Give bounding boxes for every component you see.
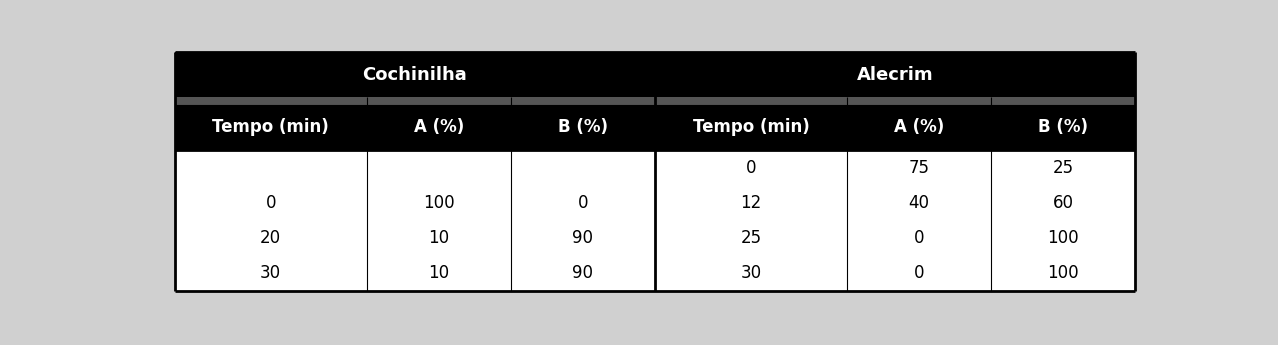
Bar [175, 97, 1135, 105]
Text: 25: 25 [740, 229, 762, 247]
Bar [656, 52, 1135, 97]
Bar [175, 52, 656, 97]
Text: Alecrim: Alecrim [856, 66, 933, 84]
Text: 25: 25 [1053, 159, 1074, 177]
Text: A (%): A (%) [895, 118, 944, 136]
Text: 30: 30 [261, 265, 281, 283]
Text: B (%): B (%) [1038, 118, 1089, 136]
Bar [175, 150, 1135, 291]
Text: 0: 0 [266, 194, 276, 212]
Bar [847, 105, 992, 150]
Text: 90: 90 [573, 265, 593, 283]
Text: 90: 90 [573, 229, 593, 247]
Text: Tempo (min): Tempo (min) [212, 118, 328, 136]
Bar [511, 105, 656, 150]
Text: 0: 0 [746, 159, 757, 177]
Bar [656, 105, 847, 150]
Text: Cochinilha: Cochinilha [363, 66, 468, 84]
Text: 0: 0 [578, 194, 588, 212]
Text: B (%): B (%) [558, 118, 608, 136]
Text: 10: 10 [428, 229, 450, 247]
Text: 12: 12 [740, 194, 762, 212]
Text: 10: 10 [428, 265, 450, 283]
Text: 100: 100 [1048, 229, 1079, 247]
Text: 0: 0 [914, 265, 924, 283]
Text: 20: 20 [261, 229, 281, 247]
Text: 60: 60 [1053, 194, 1074, 212]
Text: 0: 0 [914, 229, 924, 247]
Bar [367, 105, 511, 150]
Bar [175, 105, 367, 150]
Text: 40: 40 [909, 194, 929, 212]
Bar [992, 105, 1135, 150]
Text: 100: 100 [1048, 265, 1079, 283]
Text: A (%): A (%) [414, 118, 464, 136]
Text: 100: 100 [423, 194, 455, 212]
Text: 30: 30 [740, 265, 762, 283]
Text: 75: 75 [909, 159, 929, 177]
Text: Tempo (min): Tempo (min) [693, 118, 809, 136]
